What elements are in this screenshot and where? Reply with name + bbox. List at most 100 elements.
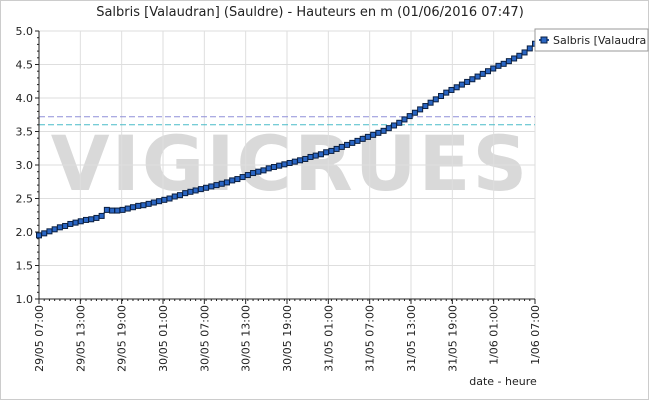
data-point: [500, 60, 507, 67]
data-point: [192, 187, 199, 194]
data-point: [338, 143, 345, 150]
x-tick-label: 1/06 07:00: [529, 305, 542, 365]
x-axis-ticks: 29/05 07:00 29/05 13:00 29/05 19:00 30/05 0…: [33, 299, 542, 372]
data-point: [317, 151, 324, 158]
data-point: [161, 196, 168, 203]
y-tick-label: 2.5: [16, 193, 34, 206]
data-point: [401, 116, 408, 123]
data-point: [453, 84, 460, 91]
data-point: [77, 218, 84, 225]
x-axis-label: date - heure: [469, 375, 537, 388]
data-point: [176, 192, 183, 199]
legend-label: Salbris [Valaudra: [553, 34, 646, 47]
y-tick-label: 3.5: [16, 126, 34, 139]
data-point: [129, 204, 136, 211]
y-tick-label: 3.0: [16, 159, 34, 172]
data-point: [98, 212, 105, 219]
data-point: [380, 127, 387, 134]
data-point: [124, 205, 131, 212]
data-point: [276, 162, 283, 169]
y-tick-label: 5.0: [16, 25, 34, 38]
data-point: [234, 176, 241, 183]
data-point: [218, 180, 225, 187]
data-point: [93, 214, 100, 221]
data-point: [328, 147, 335, 154]
data-point: [270, 164, 277, 171]
data-point: [82, 216, 89, 223]
data-point: [109, 207, 116, 214]
data-point: [171, 193, 178, 200]
data-point: [229, 177, 236, 184]
data-point: [458, 81, 465, 88]
data-point: [312, 152, 319, 159]
data-point: [297, 157, 304, 164]
data-point: [208, 183, 215, 190]
data-point: [291, 158, 298, 165]
data-point: [485, 68, 492, 75]
reference-lines: [39, 116, 535, 126]
y-tick-label: 4.0: [16, 92, 34, 105]
data-point: [36, 232, 42, 239]
data-point: [422, 103, 429, 110]
data-point: [349, 139, 356, 146]
data-point: [187, 188, 194, 195]
data-point: [385, 125, 392, 132]
chart-title: Salbris [Valaudran] (Sauldre) - Hauteurs…: [96, 5, 524, 20]
x-tick-label: 29/05 07:00: [33, 305, 46, 372]
x-tick-label: 31/05 01:00: [322, 305, 335, 372]
data-point: [223, 179, 230, 186]
x-tick-label: 30/05 07:00: [198, 305, 211, 372]
y-tick-label: 1.5: [16, 260, 34, 273]
x-tick-label: 30/05 13:00: [240, 305, 253, 372]
data-point: [265, 165, 272, 172]
data-point: [244, 172, 251, 179]
data-point: [56, 224, 63, 231]
data-point: [479, 70, 486, 77]
data-point: [203, 184, 210, 191]
data-point: [406, 113, 413, 120]
data-point: [464, 78, 471, 85]
data-point: [156, 198, 163, 205]
data-point: [250, 170, 257, 177]
x-tick-label: 29/05 19:00: [116, 305, 129, 372]
x-tick-label: 31/05 19:00: [446, 305, 459, 372]
x-tick-label: 1/06 01:00: [488, 305, 501, 365]
data-point: [46, 228, 53, 235]
x-tick-label: 30/05 19:00: [281, 305, 294, 372]
data-point: [495, 62, 502, 69]
data-point: [511, 55, 518, 62]
data-point: [62, 222, 69, 229]
data-point: [526, 45, 533, 52]
data-point: [432, 96, 439, 103]
data-point: [281, 161, 288, 168]
data-point: [119, 206, 126, 213]
data-point: [260, 167, 267, 174]
data-point: [443, 89, 450, 96]
data-point: [67, 220, 74, 227]
data-point: [364, 133, 371, 140]
data-point: [255, 168, 262, 175]
data-point: [72, 219, 79, 226]
data-point: [490, 65, 497, 72]
data-point: [417, 106, 424, 113]
data-point: [411, 109, 418, 116]
data-point: [213, 182, 220, 189]
x-tick-label: 31/05 07:00: [364, 305, 377, 372]
data-point: [448, 86, 455, 93]
data-point: [166, 195, 173, 202]
legend[interactable]: Salbris [Valaudra: [534, 28, 649, 52]
y-axis-ticks: 1.0 1.5 2.0 2.5 3.0 3.5 4.0 4.5 5.0: [16, 25, 39, 306]
x-tick-label: 31/05 13:00: [405, 305, 418, 372]
data-point: [344, 141, 351, 148]
data-point: [182, 190, 189, 197]
data-point: [51, 226, 58, 233]
data-point: [370, 131, 377, 138]
x-tick-label: 30/05 01:00: [157, 305, 170, 372]
data-point: [239, 174, 246, 181]
y-tick-label: 4.5: [16, 59, 34, 72]
data-point: [41, 230, 48, 237]
y-tick-label: 1.0: [16, 293, 34, 306]
data-point: [323, 149, 330, 156]
